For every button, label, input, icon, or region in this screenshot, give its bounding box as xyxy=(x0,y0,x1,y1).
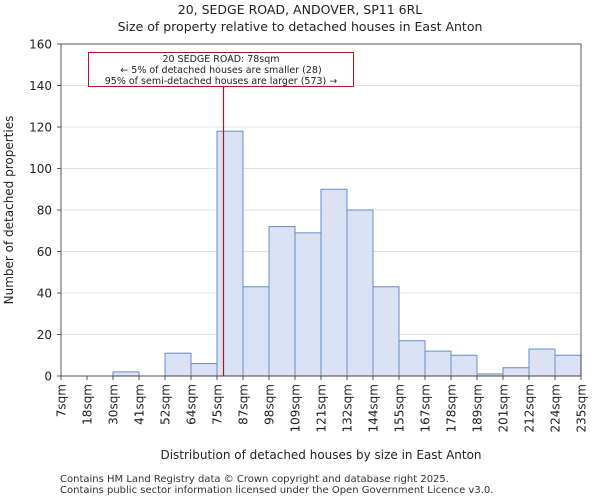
x-tick-label: 64sqm xyxy=(185,384,199,425)
bar-75sqm xyxy=(216,130,244,377)
annotation-line-3: 95% of semi-detached houses are larger (… xyxy=(104,76,338,87)
x-tick-label: 178sqm xyxy=(445,384,459,432)
y-tick-label: 160 xyxy=(29,38,52,52)
bar-167sqm xyxy=(424,350,452,377)
x-tick-label: 18sqm xyxy=(81,384,95,425)
x-tick-label: 30sqm xyxy=(107,384,121,425)
x-tick-label: 41sqm xyxy=(133,384,147,425)
bar-201sqm xyxy=(502,367,530,377)
y-tick-label: 100 xyxy=(29,162,52,176)
y-tick-label: 80 xyxy=(37,204,52,218)
x-tick-label: 144sqm xyxy=(367,384,381,432)
y-tick-label: 40 xyxy=(37,287,52,301)
bar-224sqm xyxy=(554,354,582,377)
x-tick-label: 109sqm xyxy=(289,384,303,432)
x-tick-label: 7sqm xyxy=(55,384,69,417)
bar-121sqm xyxy=(320,188,348,377)
x-axis-label: Distribution of detached houses by size … xyxy=(160,448,481,462)
y-tick-label: 120 xyxy=(29,121,52,135)
bar-30sqm xyxy=(112,371,140,377)
x-tick-label: 75sqm xyxy=(211,384,225,425)
bar-212sqm xyxy=(528,348,556,377)
x-tick-label: 201sqm xyxy=(497,384,511,432)
bar-98sqm xyxy=(268,226,296,377)
bar-64sqm xyxy=(190,363,218,377)
bars-group xyxy=(112,130,582,377)
x-tick-label: 52sqm xyxy=(159,384,173,425)
bar-87sqm xyxy=(242,286,270,377)
annotation-box: 20 SEDGE ROAD: 78sqm ← 5% of detached ho… xyxy=(88,52,354,87)
x-tick-label: 212sqm xyxy=(523,384,537,432)
bar-178sqm xyxy=(450,354,478,377)
bar-109sqm xyxy=(294,232,322,377)
x-tick-label: 87sqm xyxy=(237,384,251,425)
x-tick-label: 98sqm xyxy=(263,384,277,425)
x-tick-label: 132sqm xyxy=(341,384,355,432)
annotation-line-2: ← 5% of detached houses are smaller (28) xyxy=(120,65,322,76)
y-tick-label: 20 xyxy=(37,328,52,342)
plot-frame xyxy=(60,43,582,377)
chart-title: 20, SEDGE ROAD, ANDOVER, SP11 6RL xyxy=(177,2,423,17)
footer-line-1: Contains HM Land Registry data © Crown c… xyxy=(60,474,449,485)
chart-subtitle: Size of property relative to detached ho… xyxy=(117,19,483,34)
x-tick-label: 167sqm xyxy=(419,384,433,432)
x-axis-ticks: 7sqm 18sqm 30sqm 41sqm 52sqm 64sqm 75sqm 87sqm 9… xyxy=(55,376,589,432)
x-tick-label: 121sqm xyxy=(315,384,329,432)
y-tick-label: 0 xyxy=(44,370,52,384)
y-tick-label: 60 xyxy=(37,245,52,259)
x-tick-label: 189sqm xyxy=(471,384,485,432)
y-axis-label: Number of detached properties xyxy=(2,116,16,305)
x-tick-label: 235sqm xyxy=(575,384,589,432)
bar-132sqm xyxy=(346,209,374,377)
y-tick-label: 140 xyxy=(29,79,52,93)
annotation-line-1: 20 SEDGE ROAD: 78sqm xyxy=(162,54,280,65)
footer-line-2: Contains public sector information licen… xyxy=(60,485,494,496)
x-tick-label: 224sqm xyxy=(549,384,563,432)
y-axis-ticks: 0 20 40 60 80 100 120 140 160 xyxy=(29,38,61,384)
x-tick-label: 155sqm xyxy=(393,384,407,432)
bar-52sqm xyxy=(164,352,192,377)
bar-155sqm xyxy=(398,340,426,377)
bar-144sqm xyxy=(372,286,400,377)
